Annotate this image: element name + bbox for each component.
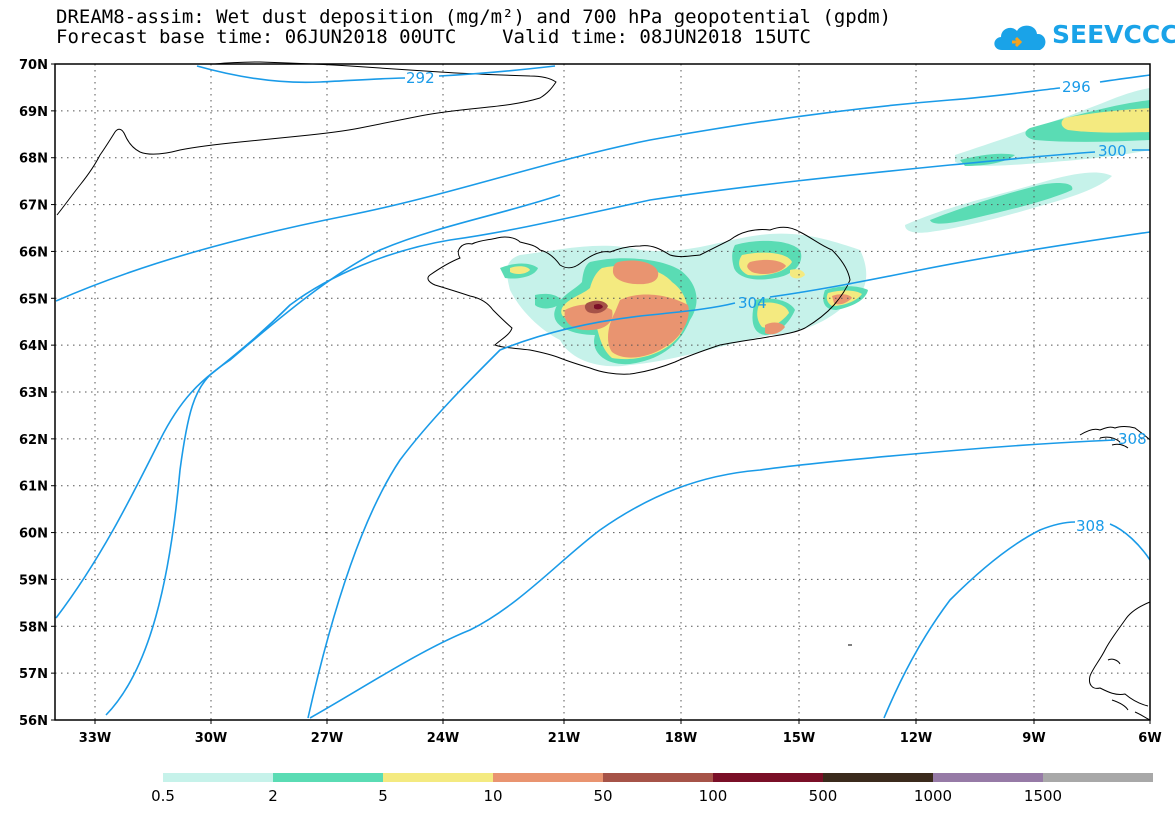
faroe-coast — [1079, 426, 1151, 449]
colorbar-label: 5 — [378, 787, 388, 805]
longitude-labels: 33W 30W 27W 24W 21W 18W 15W 12W 9W 6W — [79, 720, 1162, 746]
latitude-label: 59N — [19, 573, 48, 588]
latitude-label: 56N — [19, 714, 48, 729]
contour-304 — [55, 194, 1151, 719]
colorbar-swatch — [1043, 773, 1153, 782]
latitude-label: 68N — [19, 152, 48, 167]
latitude-label: 67N — [19, 199, 48, 214]
longitude-label: 21W — [548, 731, 580, 746]
contour-label: 308 — [1118, 430, 1147, 448]
latitude-labels: 70N 69N 68N 67N 66N 65N 64N 63N 62N 61N 60N 59N 58N 5… — [19, 58, 55, 729]
longitude-label: 15W — [783, 731, 815, 746]
contour-292 — [196, 65, 556, 84]
greenland-coast — [56, 61, 557, 216]
longitude-label: 12W — [900, 731, 932, 746]
colorbar-label: 50 — [593, 787, 612, 805]
latitude-label: 62N — [19, 433, 48, 448]
colorbar-label: 100 — [699, 787, 728, 805]
longitude-label: 18W — [665, 731, 697, 746]
dust-dark-red — [594, 303, 603, 310]
colorbar-label: 10 — [483, 787, 502, 805]
colorbar-swatch — [823, 773, 933, 782]
colorbar-label: 0.5 — [151, 787, 175, 805]
latitude-label: 70N — [19, 58, 48, 73]
graticule — [55, 64, 1150, 720]
contour-308 — [309, 439, 1116, 719]
contour-label: 304 — [738, 294, 767, 312]
latitude-label: 61N — [19, 480, 48, 495]
latitude-label: 69N — [19, 105, 48, 120]
colorbar-swatch — [603, 773, 713, 782]
contour-300 — [105, 149, 1150, 716]
colorbar: 0.5 2 5 10 50 100 500 1000 1500 — [151, 773, 1153, 805]
longitude-label: 30W — [195, 731, 227, 746]
latitude-label: 66N — [19, 245, 48, 260]
contour-label: 308 — [1076, 517, 1105, 535]
colorbar-swatch — [493, 773, 603, 782]
contour-label: 296 — [1062, 78, 1091, 96]
longitude-label: 27W — [311, 731, 343, 746]
latitude-label: 58N — [19, 620, 48, 635]
latitude-label: 65N — [19, 292, 48, 307]
colorbar-label: 1000 — [914, 787, 952, 805]
longitude-label: 6W — [1138, 731, 1161, 746]
latitude-label: 60N — [19, 527, 48, 542]
latitude-label: 64N — [19, 339, 48, 354]
colorbar-label: 500 — [809, 787, 838, 805]
logo-text: SEEVCCC — [1052, 20, 1175, 49]
latitude-label: 57N — [19, 667, 48, 682]
longitude-label: 24W — [427, 731, 459, 746]
cloud-icon — [994, 25, 1046, 50]
longitude-label: 9W — [1022, 731, 1045, 746]
colorbar-label: 2 — [268, 787, 278, 805]
geopotential-contours — [55, 65, 1151, 719]
iceland-coast — [427, 226, 851, 375]
colorbar-swatch — [273, 773, 383, 782]
chart-title: DREAM8-assim: Wet dust deposition (mg/m²… — [56, 6, 892, 28]
scotland-coast — [1089, 601, 1151, 721]
contour-label: 292 — [406, 69, 435, 87]
colorbar-label: 1500 — [1024, 787, 1062, 805]
colorbar-swatch — [383, 773, 493, 782]
longitude-label: 33W — [79, 731, 111, 746]
contour-296 — [55, 74, 1151, 302]
colorbar-swatch — [933, 773, 1043, 782]
colorbar-swatch — [163, 773, 273, 782]
dust-deposition-field — [500, 88, 1150, 367]
chart-subtitle: Forecast base time: 06JUN2018 00UTC Vali… — [56, 26, 811, 48]
coastlines — [56, 61, 1151, 721]
colorbar-swatch — [713, 773, 823, 782]
contour-label-group: 292 296 300 304 308 308 — [406, 69, 1147, 535]
latitude-label: 63N — [19, 386, 48, 401]
contour-label: 300 — [1098, 142, 1127, 160]
contour-308-se — [883, 521, 1151, 719]
